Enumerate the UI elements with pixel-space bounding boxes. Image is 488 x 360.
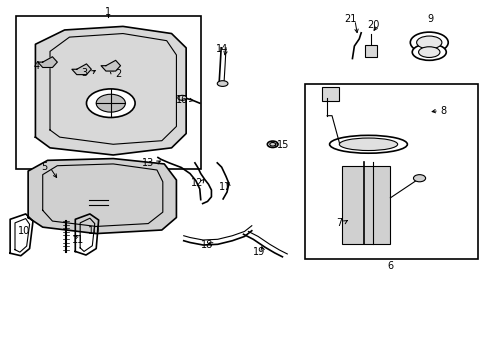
Text: 18: 18 (201, 240, 213, 250)
Ellipse shape (96, 94, 125, 112)
Polygon shape (28, 158, 176, 234)
Ellipse shape (178, 95, 186, 100)
Ellipse shape (329, 135, 407, 153)
Text: 19: 19 (252, 247, 264, 257)
Text: 15: 15 (277, 140, 289, 150)
Text: 6: 6 (386, 261, 393, 271)
Ellipse shape (267, 141, 278, 148)
Text: 17: 17 (219, 182, 231, 192)
Text: 20: 20 (366, 19, 379, 30)
Text: 8: 8 (440, 106, 446, 116)
Bar (365, 45, 376, 57)
Bar (305, 84, 477, 258)
Text: 21: 21 (344, 14, 356, 23)
Text: 4: 4 (34, 61, 40, 71)
Text: 12: 12 (190, 178, 203, 188)
Polygon shape (35, 26, 186, 155)
Ellipse shape (418, 47, 439, 58)
Text: 5: 5 (41, 162, 47, 172)
Text: 10: 10 (18, 226, 30, 237)
Ellipse shape (269, 143, 275, 146)
Ellipse shape (217, 81, 227, 86)
Text: 13: 13 (142, 158, 154, 168)
Polygon shape (101, 60, 120, 71)
Text: 2: 2 (115, 68, 121, 78)
Bar (341, 166, 389, 244)
Ellipse shape (411, 44, 446, 60)
Text: 10: 10 (87, 226, 100, 237)
Polygon shape (38, 57, 57, 67)
Text: 14: 14 (215, 44, 227, 54)
Ellipse shape (339, 138, 397, 150)
Text: 9: 9 (427, 14, 432, 24)
Bar (322, 87, 339, 102)
Text: 7: 7 (336, 218, 342, 228)
Polygon shape (72, 64, 91, 75)
Bar (16, 16, 201, 169)
Text: 11: 11 (71, 235, 83, 245)
Ellipse shape (413, 175, 425, 182)
Text: 1: 1 (105, 7, 111, 17)
Ellipse shape (416, 36, 441, 49)
Text: 3: 3 (81, 68, 87, 78)
Ellipse shape (409, 32, 447, 53)
Text: 16: 16 (176, 95, 188, 105)
Ellipse shape (86, 89, 135, 117)
